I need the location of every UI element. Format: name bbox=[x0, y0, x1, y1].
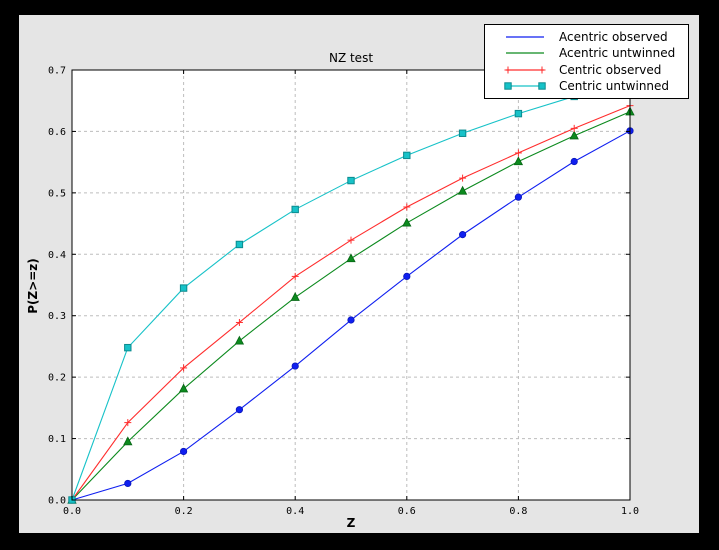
data-point-triangle bbox=[290, 292, 300, 301]
legend-item: Acentric observed bbox=[498, 30, 688, 45]
legend-label: Centric untwinned bbox=[559, 78, 670, 93]
data-point-triangle bbox=[513, 156, 524, 166]
data-point-circle bbox=[570, 157, 578, 166]
y-tick-label: 0.7 bbox=[48, 66, 66, 77]
legend-line-sample bbox=[504, 66, 546, 74]
data-point-circle bbox=[514, 193, 522, 201]
x-tick-label: 1.0 bbox=[621, 506, 639, 517]
data-point-triangle bbox=[178, 383, 189, 393]
legend: Acentric observed Acentric untwinned Centr… bbox=[484, 24, 689, 99]
chart-title: NZ test bbox=[328, 51, 374, 65]
data-point-triangle bbox=[569, 130, 579, 140]
data-point-square bbox=[403, 151, 411, 160]
legend-line-sample bbox=[506, 52, 544, 54]
y-tick-label: 0.3 bbox=[48, 311, 66, 322]
x-tick-label: 0.4 bbox=[286, 506, 304, 517]
data-point-square bbox=[291, 205, 299, 214]
data-point-square bbox=[179, 284, 188, 292]
plot-area bbox=[72, 70, 630, 500]
y-tick-label: 0.5 bbox=[48, 188, 66, 199]
axes-frame bbox=[71, 69, 631, 501]
legend-item: Acentric untwinned bbox=[498, 46, 688, 61]
data-point-triangle bbox=[402, 217, 412, 227]
data-point-triangle bbox=[346, 253, 356, 263]
data-point-circle bbox=[124, 479, 132, 488]
data-point-square bbox=[514, 109, 523, 118]
y-axis-label: P(Z>=z) bbox=[26, 258, 40, 314]
y-tick-label: 0.2 bbox=[48, 373, 66, 384]
x-tick-label: 0.8 bbox=[509, 506, 527, 517]
legend-label: Centric observed bbox=[559, 62, 662, 77]
data-point-square bbox=[124, 343, 132, 352]
x-tick-label: 0.6 bbox=[398, 506, 416, 517]
data-point-circle bbox=[458, 231, 467, 239]
data-point-triangle bbox=[457, 185, 468, 195]
legend-line-sample bbox=[504, 82, 546, 90]
chart-canvas: 0.0 0.2 0.4 0.6 0.8 1.0 0.0 0.1 0.2 0.3 0.4 0.5 0.6 0… bbox=[48, 66, 639, 518]
data-point-square bbox=[347, 176, 355, 185]
data-point-square bbox=[458, 129, 467, 137]
x-tick-label: 0.0 bbox=[63, 506, 81, 517]
data-point-circle bbox=[235, 406, 243, 414]
data-point-circle bbox=[403, 272, 411, 280]
figure-background: 0.0 0.2 0.4 0.6 0.8 1.0 0.0 0.1 0.2 0.3 0.4 0.5 0.6 0… bbox=[19, 15, 699, 533]
y-tick-label: 0.1 bbox=[48, 434, 66, 445]
y-tick-label: 0.6 bbox=[48, 127, 66, 138]
data-point-circle bbox=[291, 362, 299, 370]
y-tick-label: 0.4 bbox=[48, 250, 66, 261]
data-point-triangle bbox=[234, 335, 245, 345]
data-point-circle bbox=[347, 316, 355, 324]
x-axis-label: Z bbox=[346, 516, 356, 530]
legend-label: Acentric observed bbox=[559, 30, 668, 45]
y-tick-label: 0.0 bbox=[48, 496, 66, 507]
data-point-square bbox=[235, 240, 244, 249]
legend-item: Centric untwinned bbox=[498, 78, 688, 93]
data-point-circle bbox=[180, 447, 188, 456]
legend-line-sample bbox=[506, 36, 544, 38]
legend-label: Acentric untwinned bbox=[559, 46, 676, 61]
x-tick-label: 0.2 bbox=[175, 506, 193, 517]
data-point-triangle bbox=[123, 436, 133, 446]
legend-item: Centric observed bbox=[498, 62, 688, 77]
